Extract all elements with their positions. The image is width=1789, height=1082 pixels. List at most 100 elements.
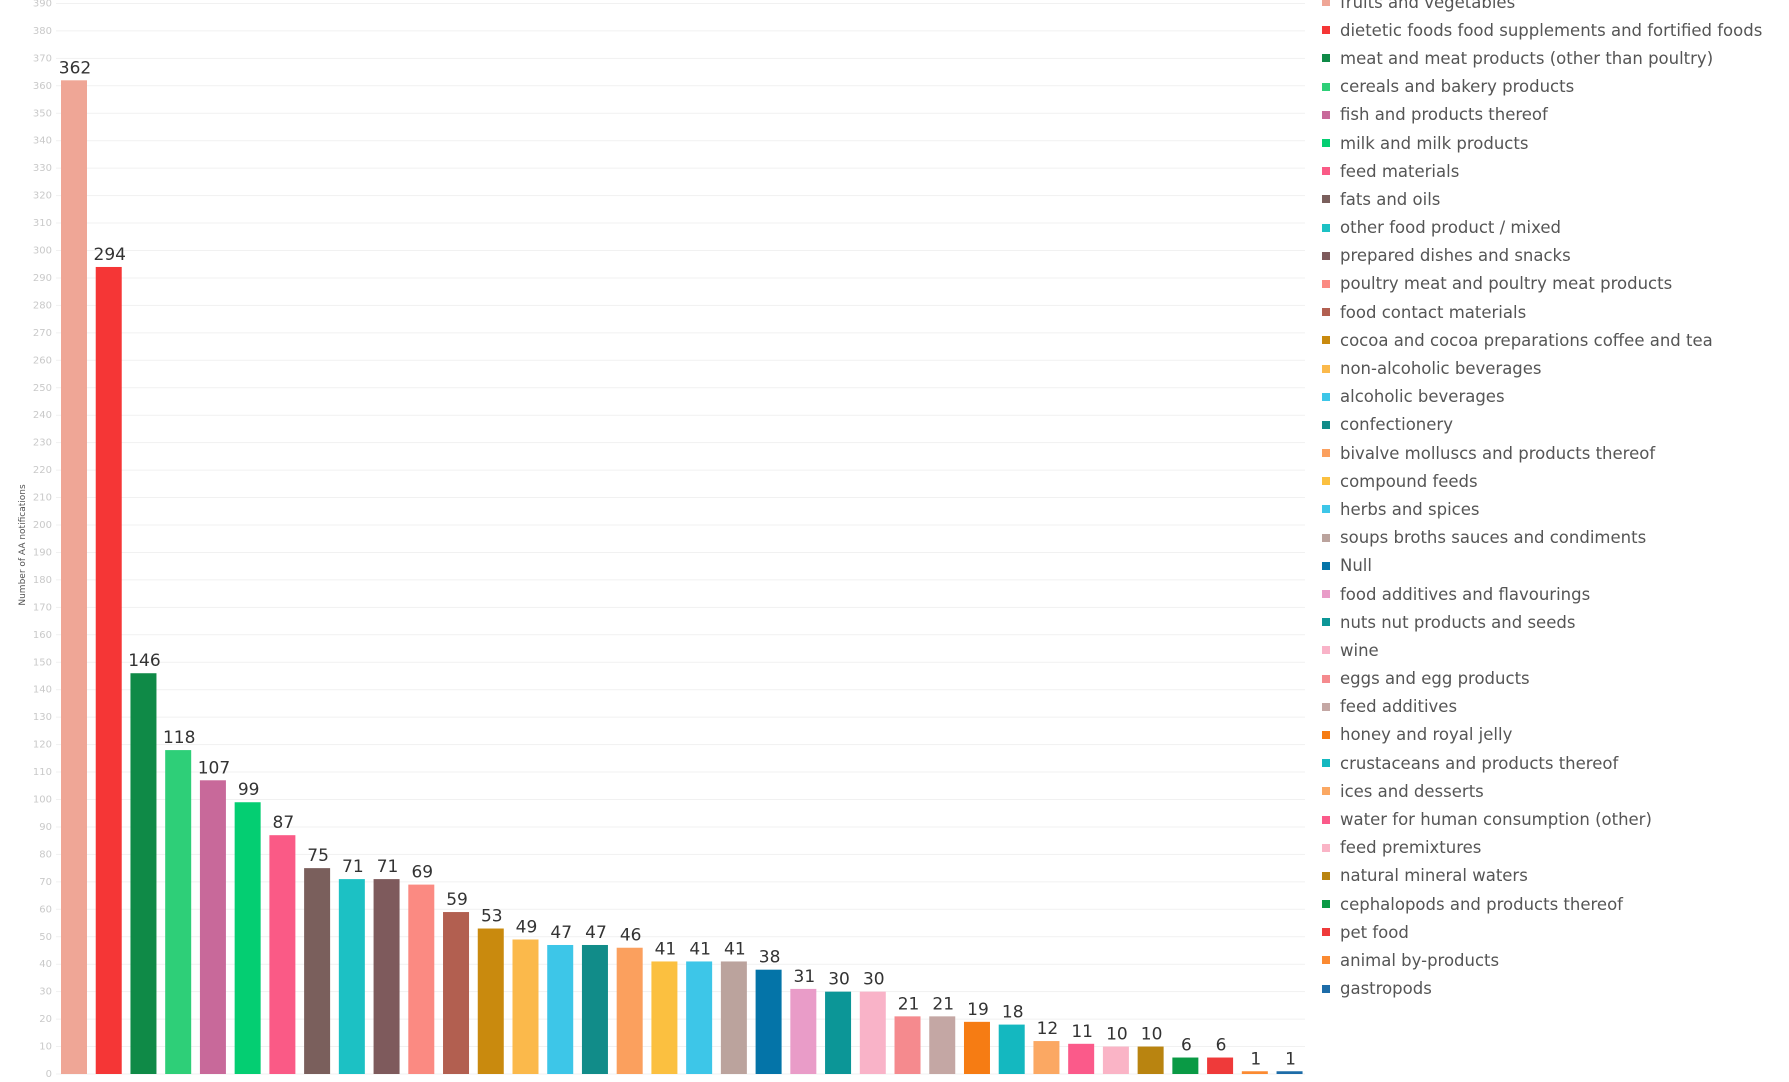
data-label: 10 — [1106, 1025, 1128, 1045]
bar — [963, 1021, 990, 1074]
y-tick-label: 310 — [33, 218, 52, 229]
bar — [790, 988, 817, 1074]
data-label: 6 — [1216, 1036, 1227, 1056]
bar — [616, 947, 643, 1074]
y-tick-label: 300 — [33, 246, 52, 257]
y-tick-label: 30 — [39, 987, 52, 998]
legend-item: meat and meat products (other than poult… — [1318, 44, 1788, 72]
data-label: 30 — [863, 970, 885, 990]
data-label: 47 — [550, 923, 572, 943]
bar — [581, 944, 608, 1074]
bars — [61, 80, 1303, 1075]
legend-swatch — [1322, 167, 1330, 176]
y-tick-label: 150 — [33, 657, 52, 668]
legend-item: cephalopods and products thereof — [1318, 890, 1788, 918]
legend-item: wine — [1318, 636, 1788, 664]
legend-item: honey and royal jelly — [1318, 721, 1788, 749]
legend-item: feed premixtures — [1318, 834, 1788, 862]
legend-label: soups broths sauces and condiments — [1340, 528, 1647, 548]
y-tick-label: 190 — [33, 547, 52, 558]
legend-label: feed additives — [1340, 697, 1458, 717]
legend-swatch — [1322, 336, 1330, 345]
data-label: 46 — [620, 926, 642, 946]
bar — [1068, 1043, 1095, 1074]
y-tick-label: 130 — [33, 712, 52, 723]
legend-swatch — [1322, 646, 1330, 655]
legend-swatch — [1322, 195, 1330, 204]
y-tick-label: 160 — [33, 630, 52, 641]
data-label: 69 — [411, 863, 433, 883]
legend-swatch — [1322, 110, 1330, 119]
data-label: 18 — [1002, 1003, 1024, 1023]
bar — [199, 780, 226, 1074]
bar — [720, 961, 747, 1074]
y-tick-label: 290 — [33, 273, 52, 284]
legend-swatch — [1322, 533, 1330, 542]
legend-label: animal by-products — [1340, 950, 1500, 970]
legend-swatch — [1322, 984, 1330, 993]
bar — [269, 835, 296, 1074]
y-tick-label: 40 — [39, 959, 52, 970]
legend-item: confectionery — [1318, 411, 1788, 439]
legend-swatch — [1322, 928, 1330, 937]
legend-label: feed premixtures — [1340, 838, 1482, 858]
bar — [998, 1024, 1025, 1074]
legend-label: cereals and bakery products — [1340, 77, 1575, 97]
legend-item: Null — [1318, 552, 1788, 580]
legend-item: fruits and vegetables — [1318, 0, 1788, 16]
bar — [651, 961, 678, 1074]
data-label: 71 — [377, 857, 399, 877]
bar — [1102, 1046, 1129, 1074]
y-tick-label: 390 — [33, 0, 52, 9]
bar — [477, 928, 504, 1074]
bar — [408, 884, 435, 1074]
y-tick-label: 270 — [33, 328, 52, 339]
legend-label: ices and desserts — [1340, 781, 1484, 801]
y-tick-label: 360 — [33, 81, 52, 92]
legend-item: natural mineral waters — [1318, 862, 1788, 890]
data-label: 31 — [794, 967, 816, 987]
legend-label: honey and royal jelly — [1340, 725, 1513, 745]
legend-item: food contact materials — [1318, 298, 1788, 326]
data-label: 19 — [967, 1000, 989, 1020]
data-label: 1 — [1285, 1049, 1296, 1069]
legend-label: bivalve molluscs and products thereof — [1340, 443, 1656, 463]
data-label: 47 — [585, 923, 607, 943]
data-label: 59 — [446, 890, 468, 910]
legend-swatch — [1322, 477, 1330, 486]
legend-item: feed additives — [1318, 693, 1788, 721]
y-tick-label: 250 — [33, 383, 52, 394]
legend-item: fats and oils — [1318, 185, 1788, 213]
y-tick-label: 320 — [33, 191, 52, 202]
data-label: 1 — [1250, 1049, 1261, 1069]
data-label: 362 — [59, 58, 91, 78]
legend-label: water for human consumption (other) — [1340, 810, 1652, 830]
y-tick-label: 200 — [33, 520, 52, 531]
data-label: 53 — [481, 907, 503, 927]
y-tick-label: 120 — [33, 740, 52, 751]
data-label: 21 — [932, 994, 954, 1014]
legend-label: non-alcoholic beverages — [1340, 359, 1542, 379]
legend-swatch — [1322, 815, 1330, 824]
y-tick-label: 330 — [33, 163, 52, 174]
data-label: 6 — [1181, 1036, 1192, 1056]
legend-label: pet food — [1340, 922, 1409, 942]
legend-item: other food product / mixed — [1318, 214, 1788, 242]
y-axis-title: Number of AA notifications — [18, 484, 28, 606]
legend-item: cereals and bakery products — [1318, 73, 1788, 101]
legend-item: crustaceans and products thereof — [1318, 749, 1788, 777]
y-tick-label: 280 — [33, 300, 52, 311]
legend-label: gastropods — [1340, 979, 1432, 999]
bar — [1137, 1046, 1164, 1074]
legend-item: feed materials — [1318, 157, 1788, 185]
legend: fruits and vegetables dietetic foods food… — [1318, 0, 1788, 1003]
legend-item: soups broths sauces and condiments — [1318, 524, 1788, 552]
y-tick-label: 140 — [33, 685, 52, 696]
legend-swatch — [1322, 674, 1330, 683]
legend-swatch — [1322, 364, 1330, 373]
legend-label: cephalopods and products thereof — [1340, 894, 1623, 914]
bar-chart: 0102030405060708090100110120130140150160… — [18, 0, 1305, 1080]
legend-item: poultry meat and poultry meat products — [1318, 270, 1788, 298]
bar — [686, 961, 713, 1074]
